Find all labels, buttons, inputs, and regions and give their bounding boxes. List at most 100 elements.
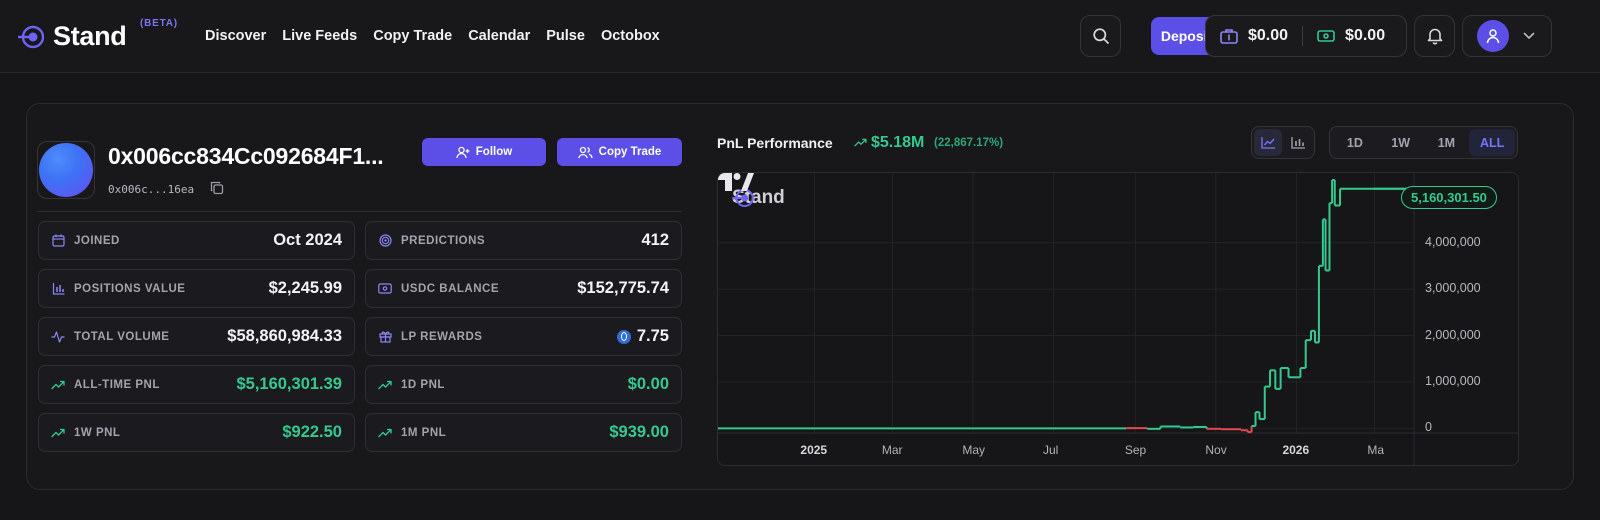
nav-discover[interactable]: Discover <box>205 28 267 44</box>
bell-icon <box>1427 28 1442 45</box>
stat-label: USDC BALANCE <box>401 282 499 295</box>
chevron-down-icon <box>1523 32 1535 39</box>
stat-label: POSITIONS VALUE <box>74 282 186 295</box>
line-chart-toggle[interactable] <box>1254 129 1282 156</box>
stat-usdc-balance: USDC BALANCE $152,775.74 <box>365 269 682 308</box>
account-menu-button[interactable] <box>1462 15 1552 57</box>
stat-joined: JOINED Oct 2024 <box>38 221 355 260</box>
profile-divider <box>37 211 682 212</box>
nav-live-feeds[interactable]: Live Feeds <box>282 28 358 44</box>
x-tick-label: Nov <box>1205 443 1227 457</box>
trend-up-icon <box>51 428 65 437</box>
y-tick-label: 2,000,000 <box>1425 327 1481 342</box>
stat-value: 7.75 <box>636 327 669 345</box>
y-tick-label: 1,000,000 <box>1425 373 1481 388</box>
range-1d[interactable]: 1D <box>1346 135 1363 150</box>
stat-label: 1M PNL <box>401 426 447 439</box>
stat-positions-value: POSITIONS VALUE $2,245.99 <box>38 269 355 308</box>
stat-1d-pnl: 1D PNL $0.00 <box>365 365 682 404</box>
line-chart-icon <box>1260 137 1275 149</box>
trend-up-icon <box>51 380 65 389</box>
usdc-coin-icon <box>616 329 631 344</box>
stat-value: 412 <box>641 231 669 249</box>
nav-copy-trade[interactable]: Copy Trade <box>373 28 453 44</box>
users-icon <box>577 146 593 158</box>
stat-value: $0.00 <box>627 375 669 393</box>
y-tick-label: 0 <box>1425 420 1432 435</box>
profile-address: 0x006cc834Cc092684F1... <box>108 143 384 169</box>
x-tick-label: 2026 <box>1282 443 1310 457</box>
portfolio-balance: $0.00 <box>1248 27 1289 44</box>
pnl-value: $5.18M <box>871 134 925 151</box>
x-tick-label: Jul <box>1042 443 1059 457</box>
target-icon <box>378 234 392 247</box>
profile-avatar-frame <box>37 141 95 199</box>
stat-total-volume: TOTAL VOLUME $58,860,984.33 <box>38 317 355 356</box>
cash-icon <box>1317 30 1335 42</box>
x-tick-label: Sep <box>1124 443 1147 457</box>
chart-type-toggle <box>1251 126 1315 159</box>
brand-logo[interactable]: Stand <box>18 21 127 52</box>
range-1w[interactable]: 1W <box>1391 135 1410 150</box>
follow-label: Follow <box>475 146 513 158</box>
balance-divider <box>1302 26 1304 46</box>
stat-label: TOTAL VOLUME <box>74 330 170 343</box>
nav-pulse[interactable]: Pulse <box>546 28 585 44</box>
stat-value: Oct 2024 <box>273 231 342 249</box>
bar-chart-toggle[interactable] <box>1284 129 1312 156</box>
stat-1w-pnl: 1W PNL $922.50 <box>38 413 355 452</box>
x-tick-label: May <box>962 443 986 457</box>
bar-chart-icon <box>1290 137 1305 149</box>
trend-up-icon <box>854 138 867 147</box>
balances-button[interactable]: $0.00 $0.00 <box>1205 15 1407 57</box>
stat-label: PREDICTIONS <box>401 234 486 247</box>
last-value-label: 5,160,301.50 <box>1401 186 1497 209</box>
search-icon <box>1092 28 1109 44</box>
calendar-icon <box>51 234 65 247</box>
stat-label: 1D PNL <box>401 378 445 391</box>
pnl-chart-canvas <box>718 173 1518 465</box>
nav-octobox[interactable]: Octobox <box>600 28 660 44</box>
stat-label: ALL-TIME PNL <box>74 378 160 391</box>
pnl-chart[interactable]: Stand 5,160,301.50 4,000,000 3,000,000 2,0… <box>717 172 1519 466</box>
copy-trade-label: Copy Trade <box>598 146 662 158</box>
nav-calendar[interactable]: Calendar <box>468 28 531 44</box>
user-plus-icon <box>456 146 470 158</box>
range-1m[interactable]: 1M <box>1437 135 1456 150</box>
tradingview-logo-icon <box>718 173 754 191</box>
bar-chart-icon <box>52 283 64 295</box>
follow-button[interactable]: Follow <box>422 138 546 166</box>
range-all[interactable]: ALL <box>1469 129 1515 156</box>
trend-up-icon <box>378 380 392 389</box>
cash-balance: $0.00 <box>1345 27 1386 44</box>
profile-avatar <box>39 143 93 197</box>
y-tick-label: 4,000,000 <box>1425 234 1481 249</box>
gift-icon <box>378 331 392 343</box>
copy-trade-button[interactable]: Copy Trade <box>557 138 682 166</box>
stat-label: 1W PNL <box>74 426 121 439</box>
stat-1m-pnl: 1M PNL $939.00 <box>365 413 682 452</box>
user-avatar <box>1477 20 1509 52</box>
copy-icon[interactable] <box>210 181 224 195</box>
stat-all-time-pnl: ALL-TIME PNL $5,160,301.39 <box>38 365 355 404</box>
search-button[interactable] <box>1080 15 1121 57</box>
x-tick-label: 2025 <box>800 443 828 457</box>
x-tick-label: Mar <box>881 443 903 457</box>
time-range-selector: 1D 1W 1M ALL <box>1329 126 1518 159</box>
stat-lp-rewards: LP REWARDS 7.75 <box>365 317 682 356</box>
chart-watermark: Stand <box>732 187 785 209</box>
watermark-text: Stand <box>732 187 785 208</box>
x-tick-label: Ma <box>1367 443 1385 457</box>
pnl-title: PnL Performance <box>717 135 833 151</box>
cash-icon <box>378 283 392 294</box>
pnl-percent: (22,867.17%) <box>934 137 1004 149</box>
notifications-button[interactable] <box>1414 15 1455 57</box>
stat-value: $5,160,301.39 <box>236 375 342 393</box>
stat-value: $2,245.99 <box>268 279 342 297</box>
stat-value: $939.00 <box>609 423 669 441</box>
beta-badge: (BETA) <box>140 18 178 29</box>
stat-value: $152,775.74 <box>577 279 669 297</box>
user-icon <box>1486 29 1500 44</box>
y-tick-label: 3,000,000 <box>1425 281 1481 296</box>
brand-name: Stand <box>53 21 127 51</box>
